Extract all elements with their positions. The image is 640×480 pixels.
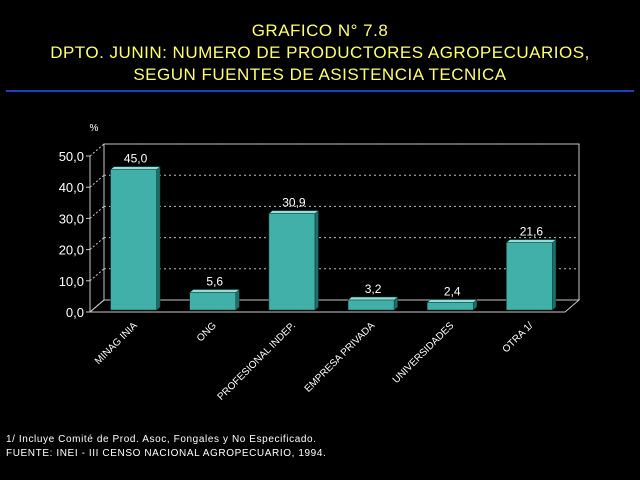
bar-value-label: 2,4 [444,285,461,299]
y-tick-label: 10,0 [59,274,84,289]
bar-top [189,289,240,293]
chart-floor [88,299,581,313]
grid-diagonal [89,174,105,188]
chart-title-line3: SEGUN FUENTES DE ASISTENCIA TECNICA [133,65,507,84]
bar [189,292,236,311]
x-tick-label: ONG [195,320,219,344]
x-tick-label: OTRA 1/ [501,320,536,355]
bar-value-label: 45,0 [124,152,148,166]
y-tick-label: 30,0 [59,211,84,226]
bar-value-label: 30,9 [282,196,306,210]
bar [427,302,474,311]
bar-top [426,299,478,303]
y-tick-label: 0,0 [66,305,84,320]
footnote: 1/ Incluye Comité de Prod. Asoc, Fongale… [6,434,317,445]
bar-side [156,166,161,311]
bar [110,169,157,311]
bar-top [268,210,320,214]
bar-value-label: 3,2 [365,282,382,296]
bar [347,299,395,311]
bar-side [235,288,240,311]
y-tick-label: 20,0 [59,243,84,258]
y-unit-label: % [90,123,99,134]
chart-title-line1: GRAFICO N° 7.8 [251,21,389,40]
bar [268,213,316,311]
bar-top [505,239,557,243]
x-tick-label: PROFESIONAL INDEP. [216,320,298,402]
chart-wall [89,143,580,313]
bar-value-label: 5,6 [206,275,223,289]
y-tick-label: 50,0 [59,149,84,164]
bar-side [552,239,557,311]
x-tick-label: EMPRESA PRIVADA [303,320,378,395]
bar [506,242,553,311]
grid-diagonal [89,206,105,219]
title-divider [6,90,634,92]
grid-diagonal [89,268,105,282]
grid-diagonal [89,237,105,250]
x-tick-label: MINAG INIA [93,320,140,367]
chart-title-line2: DPTO. JUNIN: NUMERO DE PRODUCTORES AGROP… [50,43,590,62]
bar-value-label: 21,6 [520,225,544,239]
source-note: FUENTE: INEI - III CENSO NACIONAL AGROPE… [6,448,327,459]
bar-top [347,296,399,301]
bar-side [314,210,319,311]
y-tick-label: 40,0 [59,180,84,195]
x-tick-label: UNIVERSIDADES [391,320,457,386]
bar-chart: 0,0 10,0 20,0 30,0 40,0 50,0% 45,0 MINAG INIA 5,… [59,123,581,403]
grid-diagonal [89,143,105,157]
bar-top [109,166,161,170]
